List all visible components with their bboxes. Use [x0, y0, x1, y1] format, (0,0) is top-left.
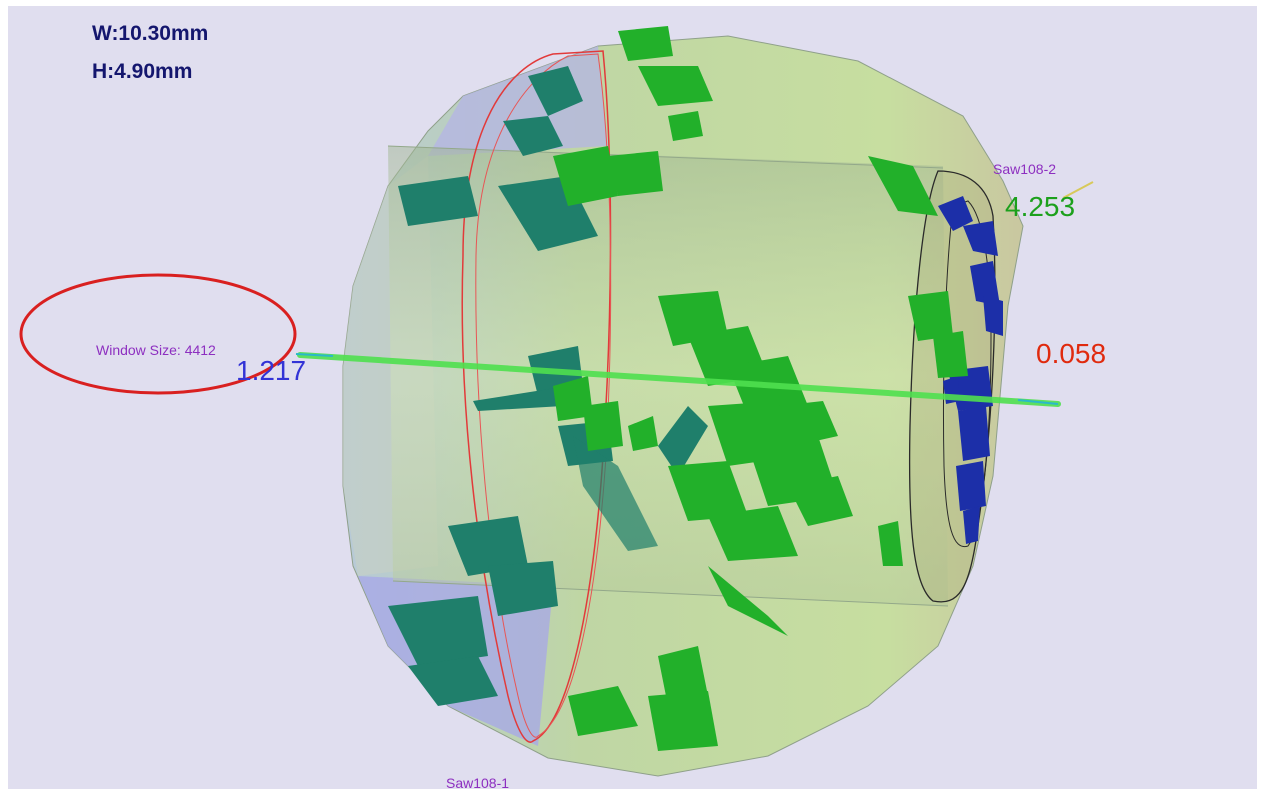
measurement-right-value: 0.058 [1036, 338, 1107, 369]
height-dimension-label: H:4.90mm [92, 60, 193, 83]
3d-viewport[interactable]: W:10.30mm H:4.90mm Window Size: 4412 1.2… [8, 6, 1257, 789]
saw-plane-left-outline [461, 50, 612, 743]
inclusions-green [553, 26, 968, 751]
axis-pointer-left [295, 353, 334, 357]
stone-model-scene[interactable] [8, 6, 1257, 789]
annotation-circle [19, 273, 297, 395]
width-dimension-label: W:10.30mm [92, 22, 209, 45]
axis-pointer-right [1017, 399, 1059, 405]
window-size-label: Window Size: 4412 [96, 342, 216, 358]
measurement-left-value: 1.217 [236, 355, 307, 386]
measurement-top-right-value: 4.253 [1005, 191, 1076, 222]
saw-plane-left-inner [475, 53, 612, 738]
saw-pointer-top [1062, 181, 1094, 199]
saw-label-bottom: Saw108-1 [446, 775, 510, 789]
inclusions-teal [388, 66, 708, 706]
saw-label-top: Saw108-2 [993, 161, 1057, 177]
band-edge-top [387, 145, 944, 169]
measurement-axis [297, 352, 1061, 407]
